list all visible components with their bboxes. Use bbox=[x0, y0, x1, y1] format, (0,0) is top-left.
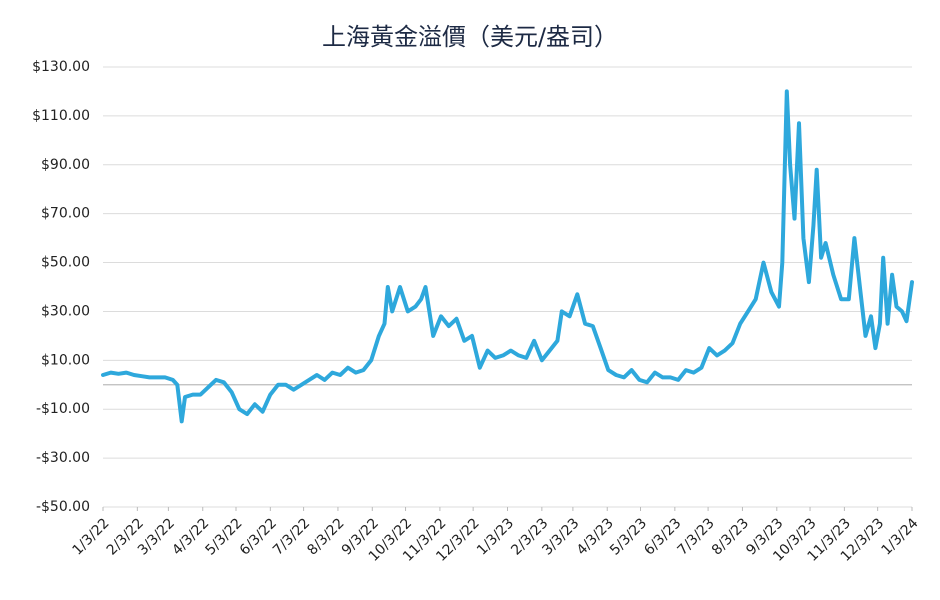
x-tick-label: 8/3/23 bbox=[709, 515, 752, 558]
line-series bbox=[101, 89, 914, 424]
x-tick-label: 7/3/23 bbox=[675, 515, 718, 558]
y-tick-label: $90.00 bbox=[41, 157, 90, 173]
x-tick-label: 8/3/22 bbox=[304, 515, 347, 558]
x-tick-label: 1/3/23 bbox=[474, 515, 517, 558]
chart-title: 上海黃金溢價（美元/盎司） bbox=[322, 23, 618, 51]
y-tick-label: -$30.00 bbox=[36, 450, 90, 466]
y-tick-label: -$10.00 bbox=[36, 401, 90, 417]
y-tick-label: -$50.00 bbox=[36, 499, 90, 515]
y-tick-label: $30.00 bbox=[41, 303, 90, 319]
x-tick-label: 1/3/24 bbox=[878, 515, 921, 558]
y-tick-label: $10.00 bbox=[41, 352, 90, 368]
y-tick-label: $70.00 bbox=[41, 206, 90, 222]
y-tick-label: $130.00 bbox=[32, 59, 90, 75]
y-tick-label: $50.00 bbox=[41, 255, 90, 271]
x-tick-label: 5/3/23 bbox=[607, 515, 650, 558]
x-tick-label: 1/3/22 bbox=[69, 515, 112, 558]
y-tick-label: $110.00 bbox=[32, 108, 90, 124]
x-tick-label: 7/3/22 bbox=[270, 515, 313, 558]
x-tick-label: 5/3/22 bbox=[202, 515, 245, 558]
